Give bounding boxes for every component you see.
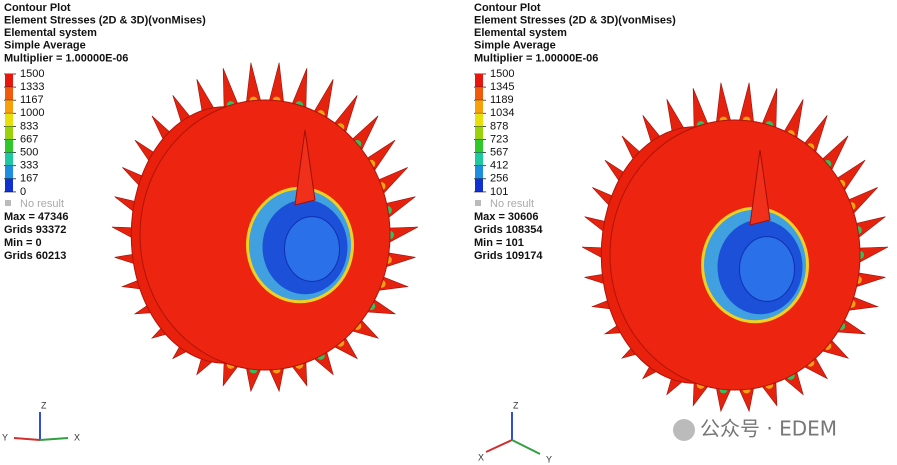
legend-label: 1189 xyxy=(490,94,514,106)
legend-label: 1000 xyxy=(20,107,44,119)
header-line: Contour Plot xyxy=(474,2,541,14)
axis-label: Y xyxy=(546,454,552,464)
header-line: Element Stresses (2D & 3D)(vonMises) xyxy=(4,15,206,27)
legend-swatch xyxy=(5,165,13,179)
legend-label: 333 xyxy=(20,160,38,172)
no-result-swatch xyxy=(5,200,11,206)
tooth xyxy=(859,246,889,263)
stat-line: Min = 101 xyxy=(474,237,524,249)
tooth xyxy=(314,79,334,118)
legend-swatch xyxy=(475,100,483,114)
legend-swatch xyxy=(5,126,13,140)
legend-label: 167 xyxy=(20,173,38,185)
legend-label: 101 xyxy=(490,186,508,198)
axis-label: Z xyxy=(41,400,47,410)
watermark-icon xyxy=(673,419,695,441)
tooth xyxy=(386,196,416,218)
legend-swatch xyxy=(475,152,483,166)
no-result: No result xyxy=(490,198,534,210)
legend-label: 1167 xyxy=(20,94,44,106)
legend-swatch xyxy=(5,113,13,127)
stat-line: Grids 109174 xyxy=(474,250,543,262)
tooth xyxy=(269,62,284,102)
stat-line: Grids 60213 xyxy=(4,250,66,262)
hub-inner xyxy=(284,216,340,282)
header-line: Multiplier = 1.00000E-06 xyxy=(474,52,598,64)
legend-label: 256 xyxy=(490,173,508,185)
legend-swatch xyxy=(475,178,483,192)
header-line: Simple Average xyxy=(474,40,556,52)
legend-swatch xyxy=(475,139,483,153)
stat-line: Max = 47346 xyxy=(4,211,69,223)
legend-swatch xyxy=(5,74,13,88)
legend-swatch xyxy=(5,152,13,166)
tooth xyxy=(856,216,886,238)
legend-label: 1333 xyxy=(20,81,44,93)
legend-label: 1500 xyxy=(20,68,44,80)
tooth xyxy=(716,82,731,122)
blade xyxy=(749,149,771,226)
legend-swatch xyxy=(475,165,483,179)
legend-label: 723 xyxy=(490,133,508,145)
axis-a xyxy=(485,439,513,453)
no-result: No result xyxy=(20,198,64,210)
legend-swatch xyxy=(475,126,483,140)
stat-line: Grids 93372 xyxy=(4,224,66,236)
axis-label: X xyxy=(478,452,484,462)
legend-swatch xyxy=(5,139,13,153)
header-line: Contour Plot xyxy=(4,2,71,14)
legend-swatch xyxy=(475,113,483,127)
watermark: 公众号 · EDEM xyxy=(700,417,837,441)
axis-label: Z xyxy=(513,400,519,410)
header-line: Elemental system xyxy=(474,27,567,39)
axis-b xyxy=(511,439,541,455)
stat-line: Min = 0 xyxy=(4,237,42,249)
tooth xyxy=(739,82,754,122)
stat-line: Max = 30606 xyxy=(474,211,539,223)
axis-label: Y xyxy=(2,432,8,442)
header-line: Elemental system xyxy=(4,27,97,39)
header-line: Simple Average xyxy=(4,40,86,52)
blade xyxy=(294,129,316,206)
legend-label: 1500 xyxy=(490,68,514,80)
cutter-model xyxy=(581,82,889,413)
legend-label: 833 xyxy=(20,120,38,132)
legend-label: 567 xyxy=(490,147,508,159)
tooth xyxy=(784,99,804,138)
no-result-swatch xyxy=(475,200,481,206)
legend-label: 1034 xyxy=(490,107,514,119)
axis-b xyxy=(39,437,69,441)
legend-label: 878 xyxy=(490,120,508,132)
cutter-model xyxy=(111,62,419,393)
legend-label: 0 xyxy=(20,186,26,198)
legend-label: 500 xyxy=(20,147,38,159)
legend-label: 667 xyxy=(20,133,38,145)
legend-label: 1345 xyxy=(490,81,514,93)
axis-a xyxy=(13,437,41,441)
legend-swatch xyxy=(475,74,483,88)
legend-swatch xyxy=(5,100,13,114)
axis-label: X xyxy=(74,432,80,442)
hub-inner xyxy=(739,236,795,302)
stat-line: Grids 108354 xyxy=(474,224,543,236)
legend-swatch xyxy=(5,87,13,101)
header-line: Element Stresses (2D & 3D)(vonMises) xyxy=(474,15,676,27)
tooth xyxy=(246,62,261,102)
tooth xyxy=(389,226,419,243)
header-line: Multiplier = 1.00000E-06 xyxy=(4,52,128,64)
legend-label: 412 xyxy=(490,160,508,172)
legend-swatch xyxy=(475,87,483,101)
legend-swatch xyxy=(5,178,13,192)
